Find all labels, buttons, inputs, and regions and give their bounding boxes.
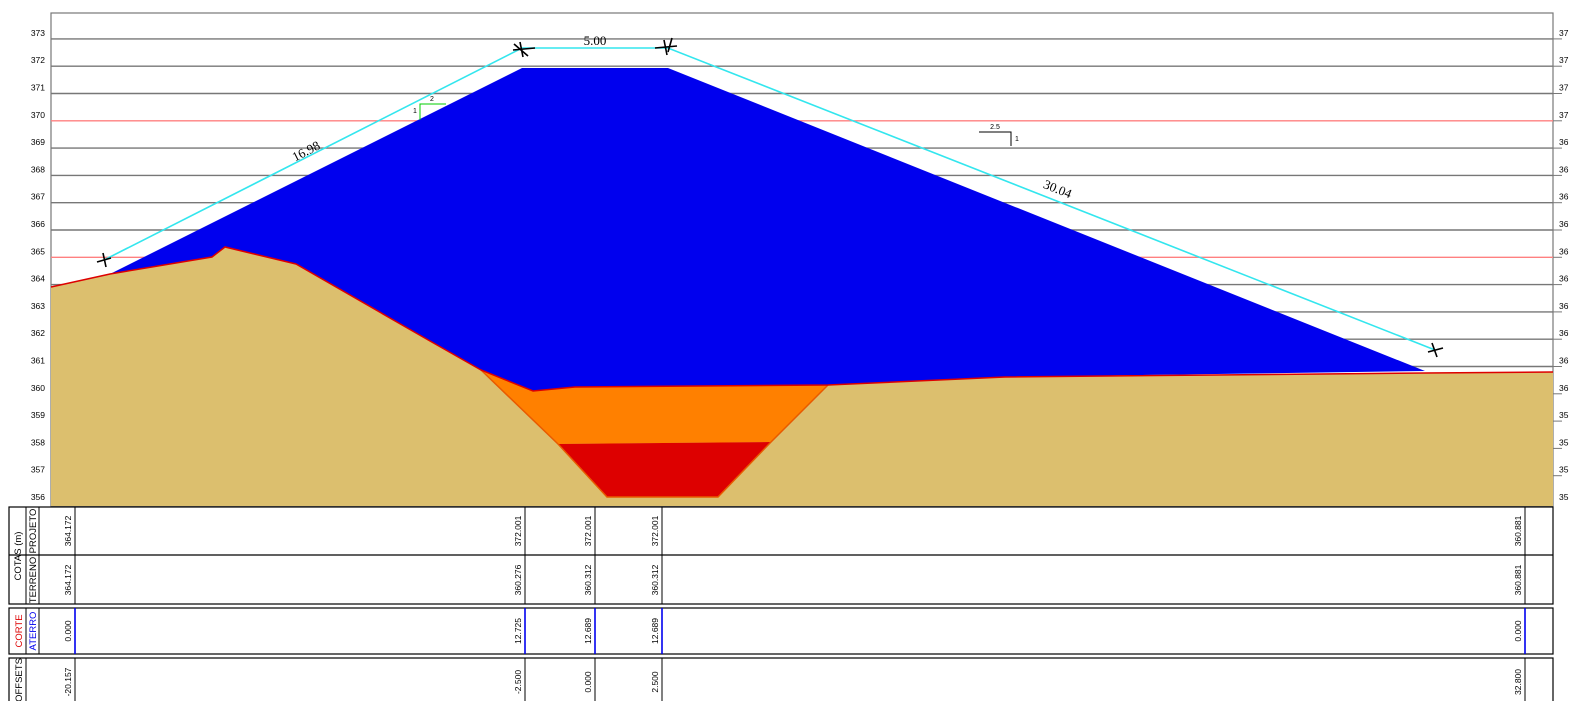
cotas-label: COTAS (m) xyxy=(13,532,24,581)
elevation-tick-label: 364 xyxy=(31,274,45,284)
elevation-tick-label: 366 xyxy=(31,219,45,229)
corte-aterro-value: 12.689 xyxy=(650,618,660,644)
elevation-tick-label-right: 36 xyxy=(1559,246,1569,256)
left-slope-ratio-horizontal: 2 xyxy=(430,96,434,103)
elevation-tick-label: 363 xyxy=(31,301,45,311)
elevation-tick-label-right: 36 xyxy=(1559,383,1569,393)
elevation-tick-label-right: 36 xyxy=(1559,164,1569,174)
excavation-outline xyxy=(480,369,829,498)
elevation-tick-label: 373 xyxy=(31,28,45,38)
elevation-tick-label: 372 xyxy=(31,55,45,65)
offset-value: -2.500 xyxy=(513,670,523,694)
elevation-tick-label-right: 37 xyxy=(1559,110,1569,120)
embankment-fill xyxy=(110,68,1425,391)
terreno-value: 360.881 xyxy=(1513,564,1523,595)
offsets-label: OFFSETS xyxy=(14,658,25,701)
terreno-value: 360.276 xyxy=(513,564,523,595)
stake-marker-left xyxy=(96,252,112,268)
right-slope-ratio-horizontal: 2.5 xyxy=(990,124,1000,131)
stake-markers xyxy=(96,37,1444,358)
stake-marker-crest-left xyxy=(512,41,536,58)
elevation-axis-right: 35 35 35 35 36 36 36 36 36 36 36 36 36 36 37 37 37 37 xyxy=(1559,28,1569,502)
terreno-value: 360.312 xyxy=(650,564,660,595)
elevation-tick-label-right: 36 xyxy=(1559,301,1569,311)
elevation-tick-label-right: 37 xyxy=(1559,55,1569,65)
projeto-value: 360.881 xyxy=(1513,515,1523,546)
elevation-tick-label: 369 xyxy=(31,137,45,147)
terrain-fill xyxy=(51,247,1553,506)
crest-width-label: 5.00 xyxy=(584,33,607,48)
corte-label: CORTE xyxy=(14,614,25,647)
elevation-tick-label: 361 xyxy=(31,356,45,366)
offset-value: 0.000 xyxy=(583,671,593,693)
profile-data-table: COTAS (m) PROJETO TERRENO CORTE ATERRO O… xyxy=(8,506,1554,706)
stake-marker-crest-right xyxy=(654,37,678,56)
elevation-tick-label: 371 xyxy=(31,83,45,93)
left-slope-ratio-marker: 1 2 xyxy=(413,96,446,120)
corte-aterro-value: 12.689 xyxy=(583,618,593,644)
projeto-value: 372.001 xyxy=(650,515,660,546)
offset-value: 2.500 xyxy=(650,671,660,693)
corte-aterro-block xyxy=(8,607,1554,655)
elevation-tick-label: 357 xyxy=(31,465,45,475)
right-slope-ratio-vertical: 1 xyxy=(1015,136,1019,143)
projeto-value: 372.001 xyxy=(513,515,523,546)
elevation-tick-label-right: 37 xyxy=(1559,83,1569,93)
excavation-lower-layer xyxy=(558,442,771,497)
left-slope-length-label: 16.98 xyxy=(290,138,323,165)
offset-value: 32.800 xyxy=(1513,669,1523,695)
elevation-tick-label: 358 xyxy=(31,437,45,447)
elevation-tick-label-right: 35 xyxy=(1559,492,1569,502)
elevation-tick-label: 365 xyxy=(31,246,45,256)
elevation-tick-label-right: 35 xyxy=(1559,410,1569,420)
stake-marker-right xyxy=(1427,342,1444,358)
elevation-tick-label: 370 xyxy=(31,110,45,120)
elevation-tick-label: 359 xyxy=(31,410,45,420)
elevation-tick-label: 368 xyxy=(31,164,45,174)
corte-aterro-value: 0.000 xyxy=(1513,620,1523,642)
projeto-label: PROJETO xyxy=(28,509,39,554)
projeto-value: 364.172 xyxy=(63,515,73,546)
table-column-lines xyxy=(74,507,1526,701)
elevation-tick-label-right: 35 xyxy=(1559,437,1569,447)
elevation-tick-label: 367 xyxy=(31,192,45,202)
elevation-tick-label-right: 36 xyxy=(1559,328,1569,338)
projeto-value: 372.001 xyxy=(583,515,593,546)
elevation-tick-label-right: 36 xyxy=(1559,192,1569,202)
left-slope-ratio-vertical: 1 xyxy=(413,108,417,115)
elevation-axis-left: 356 357 358 359 360 361 362 363 364 365 366 367 368 3… xyxy=(31,28,45,502)
offset-value: -20.157 xyxy=(63,667,73,696)
excavation-upper-layer xyxy=(481,370,828,444)
offsets-block xyxy=(8,657,1554,706)
terreno-label: TERRENO xyxy=(28,557,39,603)
elevation-tick-label-right: 35 xyxy=(1559,465,1569,475)
terreno-value: 360.312 xyxy=(583,564,593,595)
elevation-tick-label: 362 xyxy=(31,328,45,338)
elevation-tick-label-right: 36 xyxy=(1559,137,1569,147)
terreno-value: 364.172 xyxy=(63,564,73,595)
slope-stake-line xyxy=(103,47,1436,351)
table-column-values: 364.172 364.172 0.000 -20.157 372.001 360.276… xyxy=(63,515,1523,696)
elevation-tick-label-right: 36 xyxy=(1559,274,1569,284)
elevation-tick-label: 356 xyxy=(31,492,45,502)
elevation-tick-label-right: 36 xyxy=(1559,356,1569,366)
elevation-tick-label-right: 36 xyxy=(1559,219,1569,229)
corte-aterro-value: 0.000 xyxy=(63,620,73,642)
right-slope-ratio-marker: 2.5 1 xyxy=(979,124,1019,146)
elevation-tick-label: 360 xyxy=(31,383,45,393)
elevation-tick-label-right: 37 xyxy=(1559,28,1569,38)
corte-aterro-value: 12.725 xyxy=(513,618,523,644)
aterro-label: ATERRO xyxy=(28,612,39,651)
terrain-profile-line xyxy=(50,246,1554,392)
